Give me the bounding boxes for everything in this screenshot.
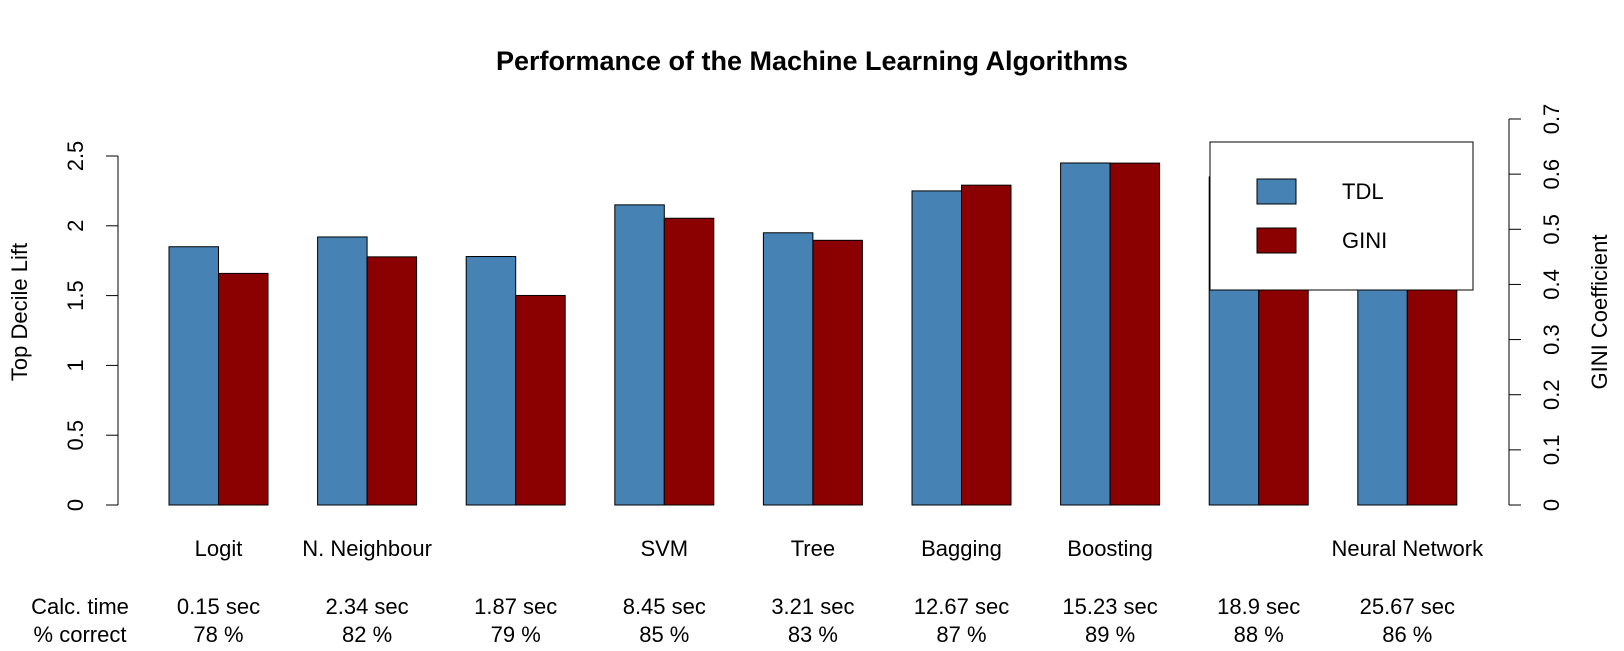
calc-time-value: 3.21 sec (771, 594, 854, 619)
bar-tdl (317, 236, 368, 506)
calc-time-value: 25.67 sec (1360, 594, 1455, 619)
pct-correct-value: 85 % (639, 622, 689, 647)
bar-tdl (614, 204, 665, 506)
category-label: Logit (195, 536, 243, 561)
left-tick-label: 1 (63, 359, 88, 371)
pct-correct-value: 82 % (342, 622, 392, 647)
calc-time-label: Calc. time (31, 594, 129, 619)
right-tick-label: 0.2 (1539, 379, 1564, 410)
calc-time-value: 12.67 sec (914, 594, 1009, 619)
right-tick-label: 0.7 (1539, 104, 1564, 135)
legend-swatch (1256, 227, 1297, 254)
right-tick-label: 0.5 (1539, 214, 1564, 245)
calc-time-value: 2.34 sec (326, 594, 409, 619)
pct-correct-label: % correct (34, 622, 127, 647)
pct-correct-value: 79 % (491, 622, 541, 647)
bar-gini (366, 256, 418, 506)
legend-label: TDL (1342, 179, 1384, 204)
calc-time-value: 1.87 sec (474, 594, 557, 619)
category-label: Boosting (1067, 536, 1153, 561)
category-labels: Logit N. Neighbour SVM Tree Bagging Boosting N… (195, 536, 1484, 561)
bar-tdl (1060, 162, 1111, 506)
right-tick-label: 0 (1539, 499, 1564, 511)
category-label: SVM (640, 536, 688, 561)
bar-gini (218, 272, 269, 506)
right-tick-label: 0.4 (1539, 269, 1564, 300)
calc-time-value: 18.9 sec (1217, 594, 1300, 619)
bar-gini (663, 217, 715, 506)
left-axis: 0 0.5 1 1.5 2 2.5 (63, 141, 119, 511)
calc-time-value: 8.45 sec (623, 594, 706, 619)
bar-gini (1109, 162, 1161, 506)
right-tick-label: 0.6 (1539, 159, 1564, 190)
legend-label: GINI (1342, 228, 1387, 253)
right-tick-label: 0.3 (1539, 324, 1564, 355)
right-axis-label: GINI Coefficient (1587, 235, 1612, 390)
pct-correct-value: 89 % (1085, 622, 1135, 647)
pct-correct-value: 88 % (1234, 622, 1284, 647)
calc-time-value: 0.15 sec (177, 594, 260, 619)
left-tick-label: 2.5 (63, 141, 88, 172)
left-tick-label: 0.5 (63, 420, 88, 451)
bar-tdl (168, 246, 219, 506)
left-tick-label: 2 (63, 220, 88, 232)
calc-time-value: 15.23 sec (1062, 594, 1157, 619)
pct-correct-value: 87 % (936, 622, 986, 647)
pct-correct-value: 83 % (788, 622, 838, 647)
left-tick-label: 0 (63, 499, 88, 511)
left-tick-label: 1.5 (63, 280, 88, 311)
pct-correct-value: 86 % (1382, 622, 1432, 647)
calc-times: 0.15 sec 2.34 sec 1.87 sec 8.45 sec 3.21 sec… (177, 594, 1455, 619)
category-label: Tree (791, 536, 835, 561)
category-label: N. Neighbour (302, 536, 432, 561)
legend-box (1209, 141, 1474, 291)
pct-correct-values: 78 % 82 % 79 % 85 % 83 % 87 % 89 % 88 % 86 % (193, 622, 1432, 647)
bar-gini (812, 239, 863, 506)
bar-gini (515, 294, 566, 506)
bar-tdl (762, 232, 814, 506)
right-tick-label: 0.1 (1539, 435, 1564, 466)
pct-correct-value: 78 % (193, 622, 243, 647)
right-axis: 0 0.1 0.2 0.3 0.4 0.5 0.6 0.7 (1508, 104, 1564, 511)
chart-title: Performance of the Machine Learning Algo… (496, 46, 1128, 76)
legend-swatch (1256, 178, 1297, 205)
bar-gini (961, 184, 1012, 506)
category-label: Bagging (921, 536, 1002, 561)
left-axis-label: Top Decile Lift (7, 243, 32, 381)
category-label: Neural Network (1331, 536, 1484, 561)
bars-group (168, 162, 1458, 506)
bar-tdl (465, 256, 517, 506)
legend: TDL GINI (1209, 141, 1474, 291)
bar-tdl (911, 190, 962, 506)
